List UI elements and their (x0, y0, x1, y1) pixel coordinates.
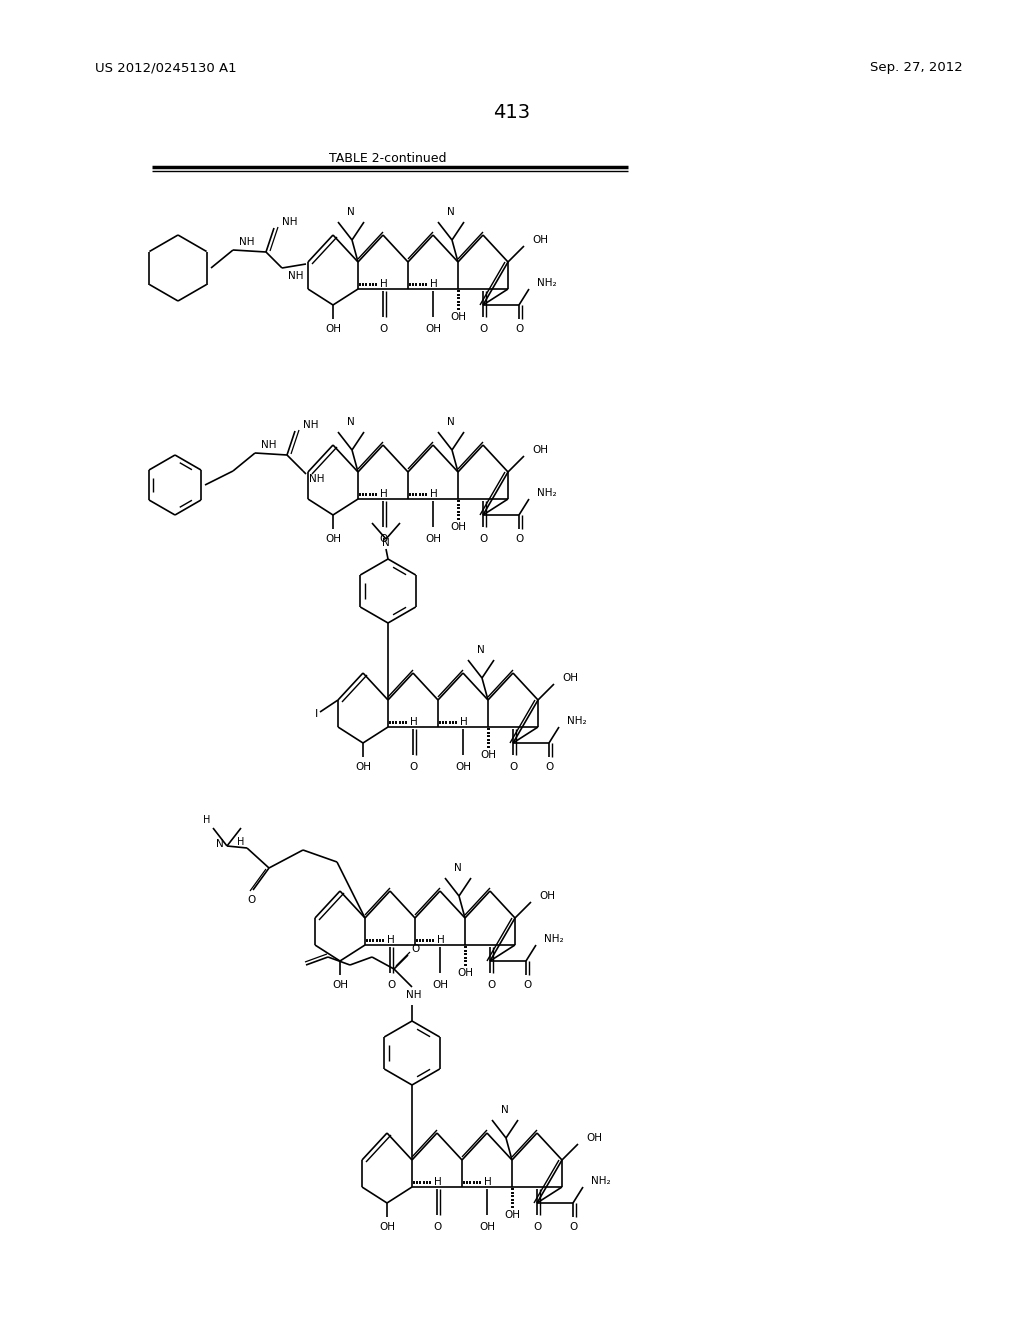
Text: OH: OH (480, 750, 496, 760)
Text: H: H (238, 837, 245, 847)
Text: OH: OH (586, 1133, 602, 1143)
Text: NH₂: NH₂ (591, 1176, 610, 1185)
Text: H: H (460, 717, 468, 727)
Text: O: O (534, 1222, 542, 1232)
Text: O: O (546, 762, 554, 772)
Text: H: H (430, 279, 437, 289)
Text: I: I (314, 709, 317, 719)
Text: H: H (204, 814, 211, 825)
Text: OH: OH (379, 1222, 395, 1232)
Text: N: N (347, 207, 355, 216)
Text: OH: OH (532, 445, 548, 455)
Text: OH: OH (325, 535, 341, 544)
Text: OH: OH (504, 1210, 520, 1220)
Text: Sep. 27, 2012: Sep. 27, 2012 (870, 62, 963, 74)
Text: OH: OH (450, 312, 466, 322)
Text: NH₂: NH₂ (567, 715, 587, 726)
Text: NH₂: NH₂ (537, 488, 557, 498)
Text: NH: NH (239, 238, 255, 247)
Text: 413: 413 (494, 103, 530, 121)
Text: O: O (412, 944, 420, 954)
Text: OH: OH (432, 979, 449, 990)
Text: H: H (410, 717, 418, 727)
Text: OH: OH (539, 891, 555, 902)
Text: O: O (516, 323, 524, 334)
Text: O: O (516, 535, 524, 544)
Text: N: N (382, 539, 390, 548)
Text: OH: OH (325, 323, 341, 334)
Text: NH₂: NH₂ (544, 935, 563, 944)
Text: H: H (484, 1177, 492, 1187)
Text: O: O (380, 323, 388, 334)
Text: O: O (380, 535, 388, 544)
Text: NH: NH (282, 216, 298, 227)
Text: NH: NH (407, 990, 422, 1001)
Text: US 2012/0245130 A1: US 2012/0245130 A1 (95, 62, 237, 74)
Text: H: H (380, 488, 388, 499)
Text: OH: OH (532, 235, 548, 246)
Text: N: N (447, 417, 455, 426)
Text: N: N (454, 863, 462, 873)
Text: N: N (477, 645, 485, 655)
Text: N: N (447, 207, 455, 216)
Text: H: H (430, 488, 437, 499)
Text: O: O (570, 1222, 579, 1232)
Text: NH: NH (261, 440, 276, 450)
Text: H: H (380, 279, 388, 289)
Text: O: O (523, 979, 531, 990)
Text: NH₂: NH₂ (537, 279, 557, 288)
Text: OH: OH (450, 521, 466, 532)
Text: O: O (510, 762, 518, 772)
Text: O: O (434, 1222, 442, 1232)
Text: N: N (347, 417, 355, 426)
Text: NH: NH (303, 420, 318, 430)
Text: OH: OH (355, 762, 371, 772)
Text: O: O (486, 979, 496, 990)
Text: H: H (437, 935, 444, 945)
Text: OH: OH (479, 1222, 495, 1232)
Text: O: O (480, 535, 488, 544)
Text: N: N (216, 840, 224, 849)
Text: OH: OH (457, 968, 473, 978)
Text: H: H (387, 935, 394, 945)
Text: H: H (434, 1177, 441, 1187)
Text: NH: NH (288, 271, 303, 281)
Text: O: O (247, 895, 255, 906)
Text: O: O (480, 323, 488, 334)
Text: N: N (501, 1105, 509, 1115)
Text: NH: NH (309, 474, 325, 484)
Text: O: O (387, 979, 395, 990)
Text: OH: OH (332, 979, 348, 990)
Text: OH: OH (425, 535, 441, 544)
Text: TABLE 2-continued: TABLE 2-continued (330, 152, 446, 165)
Text: OH: OH (425, 323, 441, 334)
Text: O: O (410, 762, 418, 772)
Text: OH: OH (562, 673, 578, 682)
Text: OH: OH (455, 762, 471, 772)
